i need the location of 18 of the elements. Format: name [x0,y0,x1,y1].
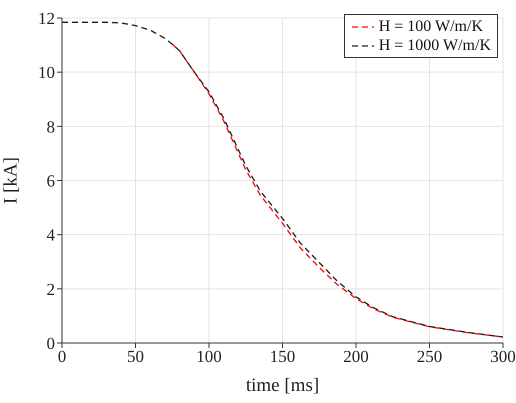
line-series [62,22,503,338]
x-tick-label: 150 [270,347,296,366]
y-tick-label: 2 [46,280,55,299]
y-tick-label: 12 [38,9,55,28]
y-tick-label: 4 [46,226,56,245]
y-tick-label: 0 [46,334,55,354]
y-axis-title: I [kA] [0,157,22,204]
legend-label: H = 1000 W/m/K [378,36,491,55]
legend-label: H = 100 W/m/K [378,17,483,36]
x-tick-label: 250 [416,347,442,366]
y-tick-label: 6 [46,172,55,191]
x-tick-label: 300 [490,347,516,366]
x-tick-label: 200 [343,347,369,366]
x-tick-label: 50 [127,347,144,366]
y-tick-label: 10 [38,63,55,82]
x-axis-title: time [ms] [246,375,320,396]
y-tick-label: 8 [46,117,55,136]
x-tick-label: 100 [196,347,222,366]
